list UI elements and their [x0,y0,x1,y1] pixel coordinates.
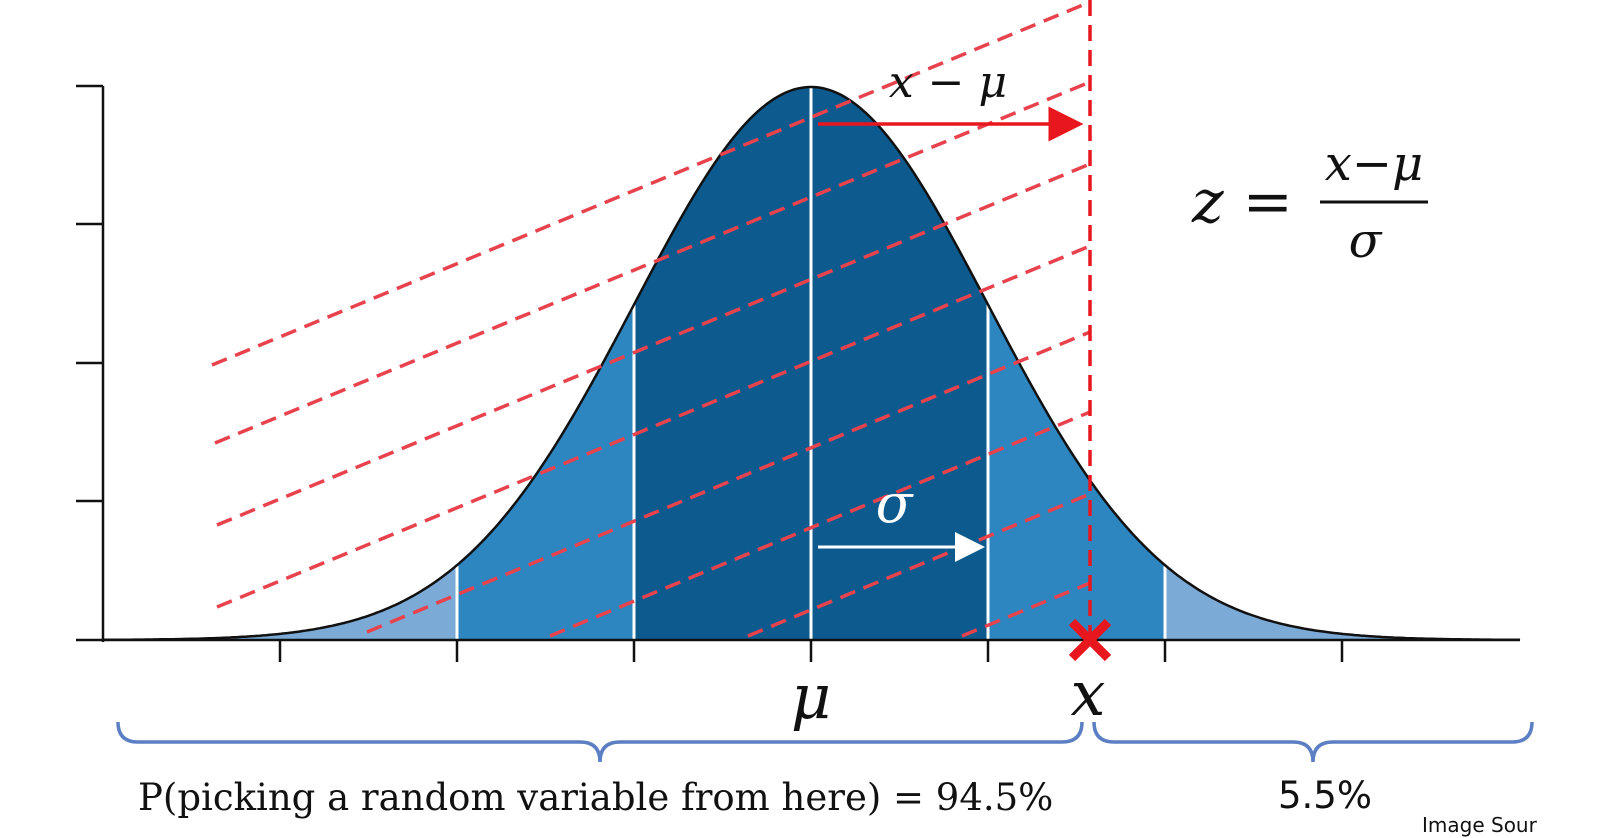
hatch-line [214,80,1091,445]
hatch-line [747,492,1091,638]
region-mid-right [988,87,1165,640]
sigma-label: σ [876,472,915,535]
hatch-line [366,330,1091,634]
z-formula-denominator: σ [1349,213,1383,269]
left-brace [116,721,1084,763]
hatch-line [961,581,1091,638]
image-source-credit: Image Sour [1422,813,1538,837]
bell-curve-outline [104,85,1520,642]
z-formula: z = x−μ σ [1191,136,1428,269]
hatch-line [211,0,1091,367]
region-mid-left [457,87,634,640]
probability-right-label: 5.5% [1278,774,1372,817]
axes [76,84,1520,662]
x-marker-icon [1068,618,1112,662]
hatch-line [549,410,1091,638]
curve-fill-group [104,87,1522,640]
diff-label: x − μ [889,57,1007,108]
right-brace [1092,721,1534,763]
region-light-left [104,87,457,640]
hatch-line [216,162,1091,527]
probability-left-label: P(picking a random variable from here) =… [138,776,1053,819]
hatch-line [216,244,1091,609]
z-formula-lhs: z = [1191,167,1293,237]
mu-label: μ [791,660,831,733]
hatch-lines [211,0,1091,638]
x-label: x [1071,657,1106,730]
z-formula-numerator: x−μ [1325,136,1423,192]
